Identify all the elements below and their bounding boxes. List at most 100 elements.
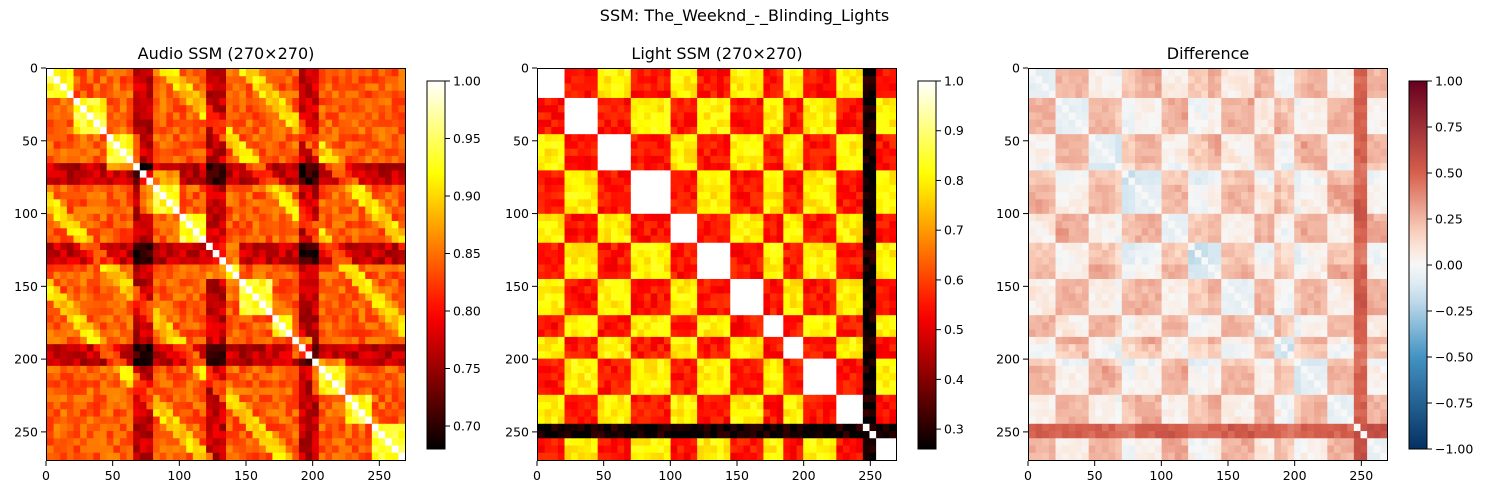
heatmap-cell <box>809 134 818 143</box>
heatmap-cell <box>279 351 287 360</box>
heatmap-cell <box>816 177 824 186</box>
heatmap-cell <box>325 177 333 186</box>
heatmap-cell <box>139 293 148 302</box>
heatmap-cell <box>849 235 857 244</box>
heatmap-cell <box>53 329 61 338</box>
heatmap-cell <box>789 177 798 186</box>
heatmap-cell <box>604 213 612 222</box>
heatmap-cell <box>298 293 307 302</box>
heatmap-cell <box>584 307 592 316</box>
heatmap-cell <box>100 351 108 360</box>
heatmap-cell <box>318 199 327 208</box>
heatmap-cell <box>106 257 114 266</box>
heatmap-cell <box>312 163 320 171</box>
heatmap-cell <box>776 184 784 193</box>
heatmap-cell <box>252 97 260 106</box>
heatmap-cell <box>259 97 267 106</box>
heatmap-cell <box>312 221 320 229</box>
heatmap-cell <box>239 416 247 425</box>
heatmap-cell <box>113 184 121 193</box>
heatmap-cell <box>159 83 167 92</box>
heatmap-cell <box>683 278 692 287</box>
heatmap-cell <box>750 119 758 128</box>
heatmap-cell <box>882 315 890 324</box>
heatmap-cell <box>159 206 167 215</box>
heatmap-cell <box>159 163 167 171</box>
heatmap-cell <box>265 213 274 222</box>
heatmap-cell <box>650 235 658 244</box>
heatmap-cell <box>126 423 134 432</box>
heatmap-cell <box>371 271 380 280</box>
heatmap-cell <box>192 293 201 302</box>
heatmap-cell <box>391 315 399 324</box>
heatmap-cell <box>770 83 778 92</box>
heatmap-cell <box>803 97 811 106</box>
heatmap-cell <box>398 170 405 179</box>
heatmap-cell <box>842 278 851 287</box>
heatmap-cell <box>829 264 837 273</box>
heatmap-cell <box>60 300 68 309</box>
heatmap-cell <box>325 431 333 439</box>
heatmap-cell <box>133 184 141 193</box>
heatmap-cell <box>789 221 798 229</box>
heatmap-cell <box>378 148 386 157</box>
heatmap-cell <box>842 235 851 244</box>
heatmap-cell <box>298 365 307 374</box>
heatmap-cell <box>697 155 705 164</box>
heatmap-cell <box>345 177 353 186</box>
heatmap-cell <box>365 344 373 352</box>
heatmap-cell <box>391 409 399 418</box>
heatmap-cell <box>630 170 639 179</box>
heatmap-cell <box>126 322 134 331</box>
heatmap-cell <box>809 90 818 99</box>
heatmap-cell <box>783 228 791 237</box>
heatmap-cell <box>272 387 280 396</box>
heatmap-cell <box>126 315 134 324</box>
heatmap-cell <box>259 409 267 418</box>
heatmap-cell <box>285 380 293 389</box>
heatmap-cell <box>710 257 718 266</box>
heatmap-cell <box>710 307 718 316</box>
heatmap-cell <box>86 177 95 186</box>
heatmap-cell <box>717 184 725 193</box>
heatmap-cell <box>232 105 240 114</box>
heatmap-cell <box>683 148 692 157</box>
heatmap-cell <box>298 336 307 345</box>
heatmap-cell <box>285 431 293 439</box>
heatmap-cell <box>345 228 353 237</box>
heatmap-cell <box>192 206 201 215</box>
heatmap-cell <box>172 315 181 324</box>
heatmap-cell <box>119 199 128 208</box>
heatmap-cell <box>226 409 234 418</box>
heatmap-cell <box>644 148 652 157</box>
heatmap-cell <box>776 192 784 200</box>
heatmap-cell <box>259 112 267 121</box>
heatmap-cell <box>166 141 174 150</box>
heatmap-cell <box>650 278 658 287</box>
heatmap-cell <box>66 315 75 324</box>
heatmap-cell <box>172 322 181 331</box>
heatmap-cell <box>86 105 95 114</box>
heatmap-cell <box>239 76 247 85</box>
heatmap-cell <box>604 126 612 135</box>
heatmap-cell <box>226 264 234 273</box>
heatmap-cell <box>842 184 851 193</box>
heatmap-cell <box>557 300 566 309</box>
heatmap-cell <box>153 97 161 106</box>
heatmap-cell <box>776 271 784 280</box>
heatmap-cell <box>604 322 612 331</box>
heatmap-cell <box>226 69 234 77</box>
heatmap-cell <box>232 148 240 157</box>
heatmap-cell <box>285 112 293 121</box>
heatmap-cell <box>756 286 765 295</box>
heatmap-cell <box>544 221 552 229</box>
heatmap-cell <box>637 271 645 280</box>
heatmap-cell <box>179 242 187 251</box>
heatmap-cell <box>650 242 658 251</box>
heatmap-cell <box>816 134 824 143</box>
heatmap-cell <box>869 250 877 258</box>
heatmap-cell <box>159 76 167 85</box>
heatmap-cell <box>126 119 134 128</box>
heatmap-cell <box>836 199 844 208</box>
heatmap-cell <box>113 307 121 316</box>
